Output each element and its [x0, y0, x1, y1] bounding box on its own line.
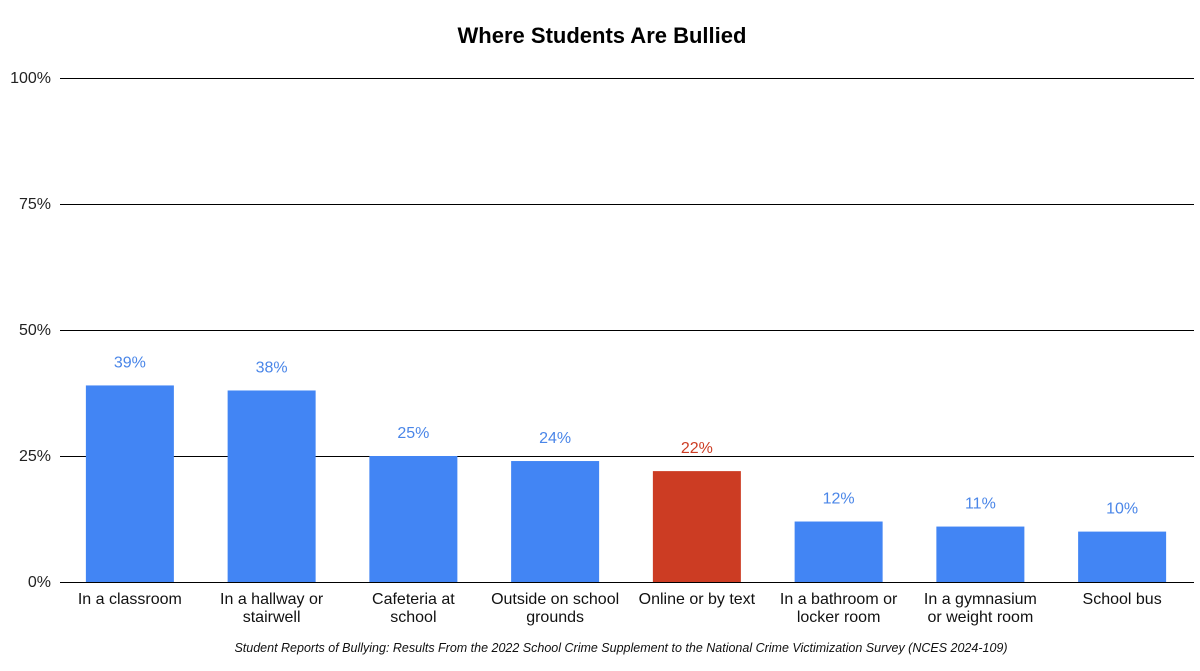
bar	[369, 456, 458, 582]
bars	[85, 385, 1167, 582]
bar	[794, 521, 883, 582]
data-label: 12%	[823, 491, 855, 508]
chart-title: Where Students Are Bullied	[458, 23, 747, 48]
x-category-label: Outside on school grounds	[491, 591, 619, 626]
x-category-label: School bus	[1083, 591, 1162, 608]
data-label: 22%	[681, 440, 713, 457]
y-tick-label: 0%	[28, 574, 51, 591]
source-note: Student Reports of Bullying: Results Fro…	[234, 641, 1007, 655]
x-category-label: In a classroom	[78, 591, 182, 608]
bar	[511, 461, 600, 582]
data-labels: 39% 38% 25% 24% 22% 12% 11% 10%	[114, 354, 1138, 517]
x-category-label: In a hallway or stairwell	[220, 591, 324, 626]
x-category-label: In a bathroom or locker room	[780, 591, 898, 626]
data-label: 39%	[114, 354, 146, 371]
bar	[652, 471, 741, 582]
data-label: 38%	[256, 359, 288, 376]
bar	[85, 385, 174, 582]
data-label: 11%	[965, 496, 996, 513]
bar	[936, 526, 1025, 582]
data-label: 24%	[539, 430, 571, 447]
x-axis-category-labels: In a classroom In a hallway or stairwell Ca…	[78, 591, 1162, 626]
y-tick-label: 50%	[19, 322, 51, 339]
y-tick-label: 25%	[19, 448, 51, 465]
data-label: 10%	[1106, 501, 1138, 518]
bar	[1078, 531, 1167, 582]
data-label: 25%	[397, 425, 429, 442]
y-tick-label: 100%	[10, 70, 51, 87]
x-category-label: Cafeteria at school	[372, 591, 455, 626]
x-category-label: In a gymnasium or weight room	[924, 591, 1037, 626]
bar	[227, 390, 316, 582]
y-tick-label: 75%	[19, 196, 51, 213]
x-category-label: Online or by text	[639, 591, 756, 608]
y-axis-tick-labels: 0% 25% 50% 75% 100%	[10, 70, 51, 591]
